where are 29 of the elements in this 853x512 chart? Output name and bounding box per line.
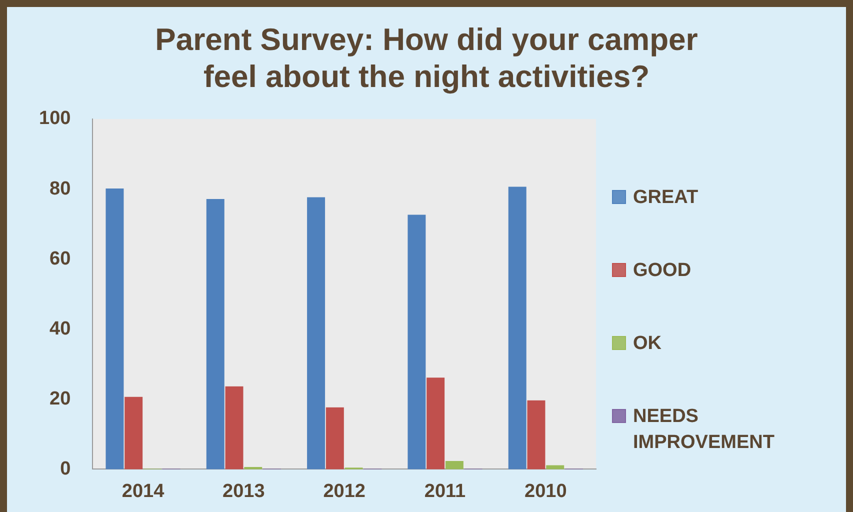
y-tick-label: 100 <box>39 108 71 130</box>
x-tick-label: 2012 <box>323 480 366 502</box>
x-tick-label: 2010 <box>524 480 567 502</box>
legend-label: GOOD <box>633 259 692 283</box>
bar <box>408 214 426 470</box>
bar <box>106 188 124 470</box>
bar <box>527 400 546 470</box>
bar <box>508 186 526 470</box>
bar <box>445 460 464 470</box>
text: Parent Survey: How did your camper <box>155 22 698 57</box>
legend-label: NEEDS IMPROVEMENT <box>633 405 776 455</box>
bar <box>546 465 564 470</box>
y-tick-label: 40 <box>50 318 71 340</box>
bar <box>307 197 326 470</box>
x-tick-label: 2013 <box>222 480 265 502</box>
y-tick-label: 0 <box>60 458 71 480</box>
bar <box>326 407 344 470</box>
x-tick-label: 2011 <box>424 480 466 502</box>
bar <box>124 396 143 470</box>
x-tick-label: 2014 <box>122 480 165 502</box>
y-tick-label: 60 <box>50 248 71 270</box>
legend-label: OK <box>633 332 662 356</box>
y-tick-label: 80 <box>50 178 71 200</box>
bar <box>426 378 445 470</box>
y-tick-label: 20 <box>50 388 71 410</box>
text: feel about the night activities? <box>203 59 650 94</box>
bar <box>225 386 244 470</box>
legend-label: GREAT <box>633 186 700 210</box>
bar <box>206 199 224 470</box>
